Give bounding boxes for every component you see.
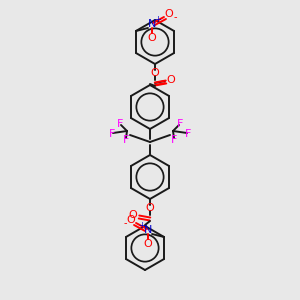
Text: N: N — [144, 225, 152, 235]
Text: O: O — [144, 239, 152, 249]
Text: O: O — [127, 215, 135, 225]
Text: F: F — [109, 129, 115, 139]
Text: O: O — [129, 210, 137, 220]
Text: O: O — [165, 9, 173, 19]
Text: F: F — [185, 129, 191, 139]
Text: +: + — [139, 221, 145, 230]
Text: F: F — [123, 135, 129, 145]
Text: -: - — [123, 218, 127, 228]
Text: O: O — [167, 75, 176, 85]
Text: O: O — [148, 33, 156, 43]
Text: F: F — [117, 119, 123, 129]
Text: N: N — [148, 19, 156, 29]
Text: F: F — [171, 135, 177, 145]
Text: O: O — [146, 203, 154, 213]
Text: O: O — [151, 68, 159, 78]
Text: +: + — [154, 16, 161, 25]
Text: -: - — [173, 12, 177, 22]
Text: F: F — [177, 119, 183, 129]
